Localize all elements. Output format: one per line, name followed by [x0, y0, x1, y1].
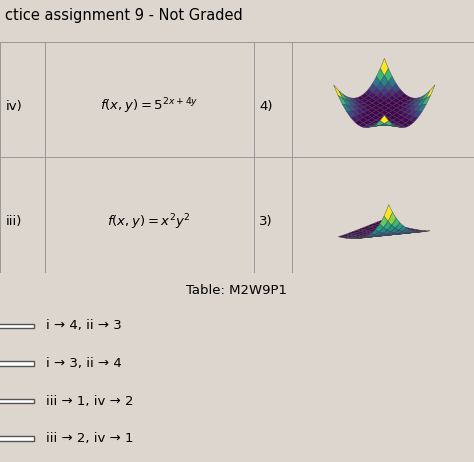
Text: $f(x, y) = 5^{2x+4y}$: $f(x, y) = 5^{2x+4y}$: [100, 97, 199, 116]
Bar: [0, 361, 34, 366]
Text: Table: M2W9P1: Table: M2W9P1: [186, 284, 288, 297]
Bar: [0, 437, 34, 441]
Text: i → 3, ii → 4: i → 3, ii → 4: [46, 357, 121, 370]
Text: ctice assignment 9 - Not Graded: ctice assignment 9 - Not Graded: [5, 7, 243, 23]
Text: 4): 4): [259, 100, 273, 113]
Text: 3): 3): [259, 215, 273, 228]
Bar: [0, 399, 34, 403]
Text: iii → 1, iv → 2: iii → 1, iv → 2: [46, 395, 133, 407]
Text: $f(x, y) = x^2y^2$: $f(x, y) = x^2y^2$: [108, 212, 191, 231]
Text: i → 4, ii → 3: i → 4, ii → 3: [46, 320, 121, 333]
Bar: [0, 324, 34, 328]
Text: iii → 2, iv → 1: iii → 2, iv → 1: [46, 432, 133, 445]
Text: iii): iii): [6, 215, 22, 228]
Text: iv): iv): [6, 100, 22, 113]
